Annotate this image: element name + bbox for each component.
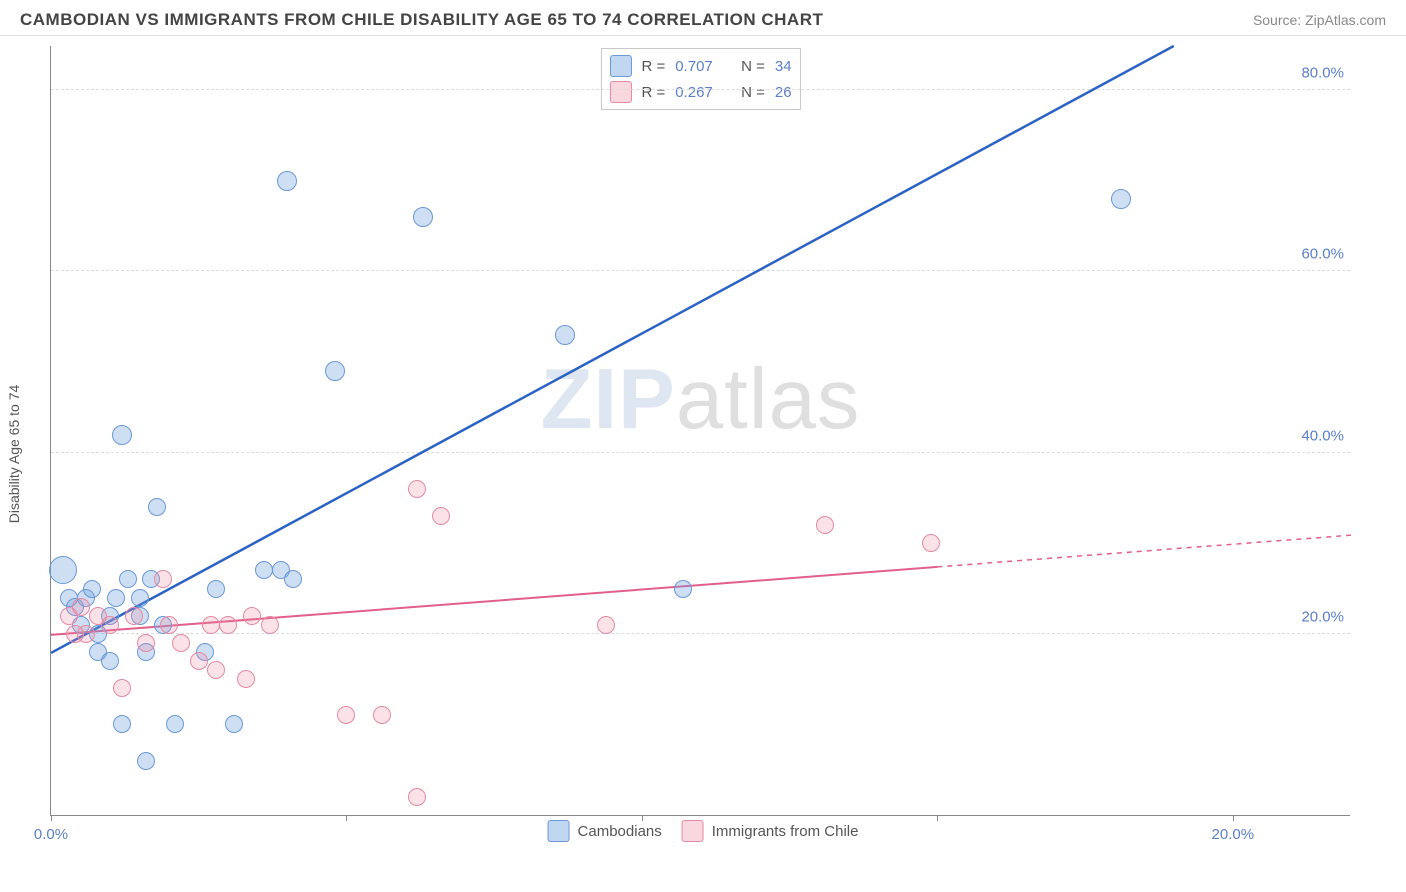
data-point [219, 616, 237, 634]
ytick-label: 40.0% [1301, 427, 1344, 444]
gridline-h [51, 452, 1350, 453]
chart-source: Source: ZipAtlas.com [1253, 12, 1386, 28]
data-point [237, 670, 255, 688]
watermark-bold: ZIP [541, 352, 676, 447]
data-point [83, 580, 101, 598]
legend-n-value: 34 [775, 58, 792, 75]
data-point [137, 752, 155, 770]
legend-n-label: N = [741, 58, 765, 75]
data-point [413, 207, 433, 227]
data-point [148, 498, 166, 516]
data-point [77, 625, 95, 643]
source-link[interactable]: ZipAtlas.com [1305, 12, 1386, 28]
legend-swatch-pink [682, 820, 704, 842]
gridline-h [51, 89, 1350, 90]
data-point [597, 616, 615, 634]
data-point [49, 556, 77, 584]
data-point [112, 425, 132, 445]
xtick [937, 815, 938, 821]
data-point [207, 580, 225, 598]
data-point [555, 325, 575, 345]
data-point [154, 570, 172, 588]
ytick-label: 20.0% [1301, 608, 1344, 625]
chart-header: CAMBODIAN VS IMMIGRANTS FROM CHILE DISAB… [0, 0, 1406, 36]
data-point [261, 616, 279, 634]
source-prefix: Source: [1253, 12, 1305, 28]
data-point [225, 715, 243, 733]
legend-label: Immigrants from Chile [712, 823, 859, 840]
xtick [346, 815, 347, 821]
legend-item-1: Immigrants from Chile [682, 820, 859, 842]
xtick [1233, 815, 1234, 821]
data-point [113, 715, 131, 733]
legend-series: Cambodians Immigrants from Chile [548, 820, 859, 842]
gridline-h [51, 270, 1350, 271]
data-point [243, 607, 261, 625]
data-point [160, 616, 178, 634]
xtick-label: 20.0% [1212, 826, 1255, 843]
legend-swatch-pink [609, 81, 631, 103]
data-point [166, 715, 184, 733]
data-point [1111, 189, 1131, 209]
data-point [107, 589, 125, 607]
legend-r-label: R = [641, 84, 665, 101]
data-point [277, 171, 297, 191]
data-point [337, 706, 355, 724]
data-point [284, 570, 302, 588]
legend-swatch-blue [548, 820, 570, 842]
data-point [119, 570, 137, 588]
legend-row-1: R = 0.267 N = 26 [609, 79, 791, 105]
regression-lines [51, 46, 1351, 816]
data-point [255, 561, 273, 579]
plot-region: ZIPatlas R = 0.707 N = 34 R = 0.267 N = … [50, 46, 1350, 816]
data-point [101, 616, 119, 634]
legend-r-value: 0.267 [675, 84, 713, 101]
legend-row-0: R = 0.707 N = 34 [609, 53, 791, 79]
gridline-h [51, 633, 1350, 634]
data-point [72, 598, 90, 616]
legend-n-label: N = [741, 84, 765, 101]
data-point [131, 589, 149, 607]
watermark: ZIPatlas [541, 351, 861, 449]
data-point [816, 516, 834, 534]
xtick-label: 0.0% [34, 826, 68, 843]
data-point [325, 361, 345, 381]
data-point [190, 652, 208, 670]
data-point [202, 616, 220, 634]
data-point [373, 706, 391, 724]
xtick [51, 815, 52, 821]
data-point [922, 534, 940, 552]
data-point [172, 634, 190, 652]
ytick-label: 60.0% [1301, 246, 1344, 263]
chart-area: Disability Age 65 to 74 ZIPatlas R = 0.7… [20, 46, 1386, 846]
data-point [408, 788, 426, 806]
chart-title: CAMBODIAN VS IMMIGRANTS FROM CHILE DISAB… [20, 10, 823, 30]
watermark-light: atlas [676, 352, 861, 447]
legend-correlation: R = 0.707 N = 34 R = 0.267 N = 26 [600, 48, 800, 110]
data-point [137, 634, 155, 652]
data-point [113, 679, 131, 697]
legend-label: Cambodians [578, 823, 662, 840]
data-point [125, 607, 143, 625]
data-point [674, 580, 692, 598]
data-point [101, 652, 119, 670]
legend-item-0: Cambodians [548, 820, 662, 842]
legend-swatch-blue [609, 55, 631, 77]
ytick-label: 80.0% [1301, 65, 1344, 82]
data-point [408, 480, 426, 498]
legend-n-value: 26 [775, 84, 792, 101]
legend-r-value: 0.707 [675, 58, 713, 75]
y-axis-label: Disability Age 65 to 74 [6, 385, 22, 524]
legend-r-label: R = [641, 58, 665, 75]
data-point [207, 661, 225, 679]
data-point [432, 507, 450, 525]
